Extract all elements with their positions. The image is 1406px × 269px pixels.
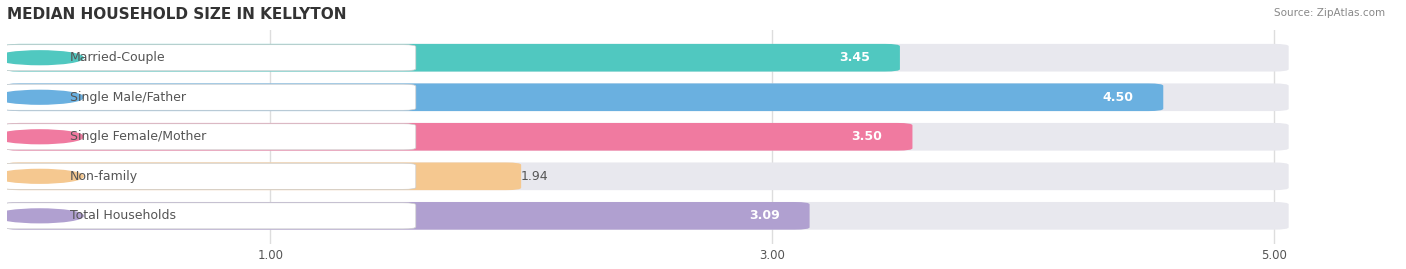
FancyBboxPatch shape bbox=[4, 123, 1289, 151]
Circle shape bbox=[0, 169, 83, 183]
FancyBboxPatch shape bbox=[4, 162, 1289, 190]
Text: Single Female/Mother: Single Female/Mother bbox=[70, 130, 205, 143]
Text: Total Households: Total Households bbox=[70, 209, 176, 222]
Circle shape bbox=[0, 51, 83, 65]
Text: Source: ZipAtlas.com: Source: ZipAtlas.com bbox=[1274, 8, 1385, 18]
Circle shape bbox=[0, 130, 83, 144]
FancyBboxPatch shape bbox=[1, 163, 416, 189]
FancyBboxPatch shape bbox=[4, 123, 912, 151]
FancyBboxPatch shape bbox=[4, 202, 810, 230]
Text: Single Male/Father: Single Male/Father bbox=[70, 91, 186, 104]
FancyBboxPatch shape bbox=[1, 124, 416, 150]
FancyBboxPatch shape bbox=[4, 44, 1289, 72]
Text: Non-family: Non-family bbox=[70, 170, 138, 183]
Circle shape bbox=[0, 90, 83, 104]
FancyBboxPatch shape bbox=[4, 162, 522, 190]
Text: 3.45: 3.45 bbox=[839, 51, 870, 64]
FancyBboxPatch shape bbox=[4, 83, 1163, 111]
FancyBboxPatch shape bbox=[1, 84, 416, 110]
Text: MEDIAN HOUSEHOLD SIZE IN KELLYTON: MEDIAN HOUSEHOLD SIZE IN KELLYTON bbox=[7, 7, 346, 22]
Text: 3.50: 3.50 bbox=[852, 130, 883, 143]
FancyBboxPatch shape bbox=[4, 44, 900, 72]
Text: 1.94: 1.94 bbox=[522, 170, 548, 183]
Text: Married-Couple: Married-Couple bbox=[70, 51, 166, 64]
FancyBboxPatch shape bbox=[1, 45, 416, 71]
FancyBboxPatch shape bbox=[1, 203, 416, 229]
FancyBboxPatch shape bbox=[4, 83, 1289, 111]
Text: 3.09: 3.09 bbox=[749, 209, 779, 222]
Text: 4.50: 4.50 bbox=[1102, 91, 1133, 104]
FancyBboxPatch shape bbox=[4, 202, 1289, 230]
Circle shape bbox=[0, 209, 83, 223]
